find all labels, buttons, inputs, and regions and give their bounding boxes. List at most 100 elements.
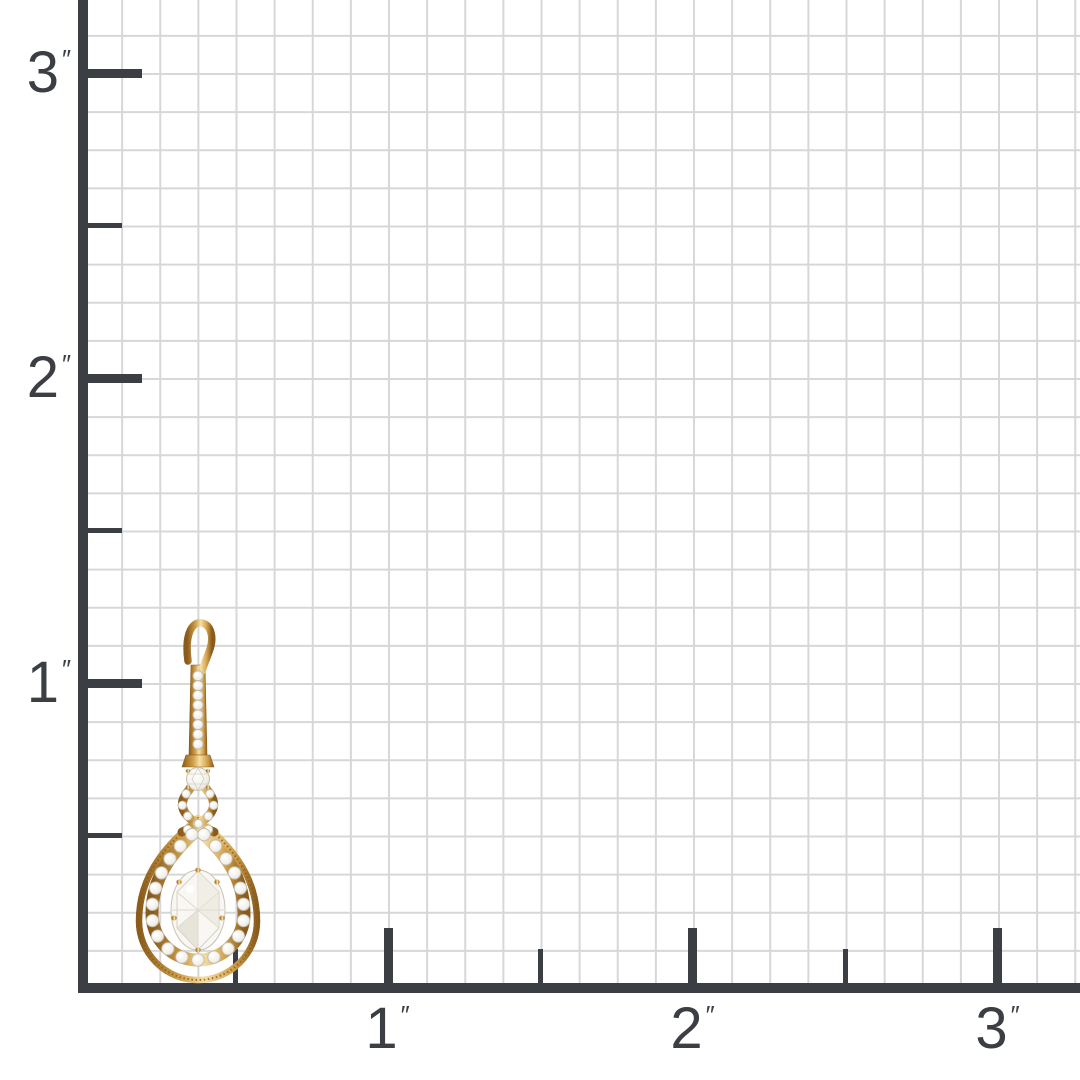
grid-lines: [83, 0, 1080, 988]
oval-gemstone: [170, 867, 226, 953]
y-half-tick-1_5in: [88, 528, 122, 533]
diamond-stone: [191, 953, 205, 967]
diamond-stone: [185, 827, 199, 842]
diamond-stone: [208, 800, 219, 811]
diamond-stone: [192, 699, 204, 711]
diamond-stone: [175, 950, 189, 964]
x-half-tick-1_5in: [538, 949, 543, 983]
diamond-stone: [145, 897, 160, 911]
inch-mark: ″: [61, 45, 72, 74]
diamond-stone: [221, 942, 235, 956]
diamond-stone: [181, 789, 191, 799]
stone-sparkle: [195, 721, 198, 725]
diamond-stone: [154, 866, 169, 880]
stone-sparkle: [185, 826, 188, 830]
diamond-stone: [197, 827, 211, 842]
stone-sparkle: [205, 813, 209, 817]
y-half-tick-0_5in: [88, 833, 122, 838]
y-major-tick-2in: [88, 374, 142, 383]
stone-sparkle: [195, 682, 198, 686]
inch-mark: ″: [61, 350, 72, 379]
stone-sparkle: [195, 672, 198, 676]
stone-sparkle: [183, 791, 187, 794]
earring-hook: [183, 619, 216, 675]
diamond-stone: [227, 866, 242, 880]
x-axis-label-1in: 1″: [365, 996, 411, 1061]
y-axis-label-3in: 3″: [26, 40, 72, 105]
stone-sparkle: [148, 916, 153, 921]
x-major-tick-1in: [384, 928, 393, 983]
diamond-stone: [161, 942, 175, 956]
stone-sparkle: [178, 953, 182, 958]
stone-sparkle: [234, 932, 239, 937]
inch-mark: ″: [400, 1001, 411, 1030]
stone-sparkle: [157, 869, 162, 873]
x-major-tick-3in: [993, 928, 1002, 983]
stone-sparkle: [153, 932, 158, 937]
diamond-stone: [192, 719, 204, 731]
stone-sparkle: [239, 900, 244, 905]
diamond-stone: [193, 819, 204, 829]
x-half-tick-2_5in: [843, 949, 848, 983]
stone-sparkle: [195, 702, 198, 706]
diamond-stone: [192, 670, 204, 682]
diamond-stone: [192, 680, 204, 692]
diamond-stone: [183, 811, 193, 821]
stone-sparkle: [164, 945, 168, 949]
diamond-stone: [219, 852, 233, 866]
stone-sparkle: [236, 884, 241, 889]
stone-sparkle: [188, 830, 192, 835]
stone-sparkle: [207, 791, 210, 794]
y-major-tick-3in: [88, 69, 142, 78]
y-axis-bar: [78, 0, 88, 993]
stone-sparkle: [230, 869, 235, 873]
diamond-stone: [205, 789, 215, 799]
diamond-stone: [233, 881, 248, 895]
stone-sparkle: [210, 953, 215, 958]
stone-sparkle: [148, 900, 153, 905]
diamond-stones: [145, 670, 251, 967]
diamond-stone: [192, 728, 204, 740]
inch-mark: ″: [1010, 1001, 1021, 1030]
diamond-stone: [236, 913, 251, 928]
stone-sparkle: [211, 842, 216, 847]
stone-sparkle: [179, 802, 183, 806]
diamond-stone: [208, 839, 223, 853]
inch-mark: ″: [61, 655, 72, 684]
stone-sparkle: [222, 855, 227, 859]
stone-sparkle: [195, 741, 198, 745]
diamond-stone: [192, 709, 204, 721]
y-axis-label-1in: 1″: [26, 650, 72, 715]
diamond-stone: [145, 913, 160, 928]
diamond-stone: [173, 839, 188, 853]
diamond-stone: [231, 929, 246, 943]
diamond-stone: [192, 689, 204, 701]
stone-sparkle: [185, 813, 188, 817]
stone-sparkle: [224, 945, 229, 949]
y-major-tick-1in: [88, 679, 142, 688]
diamond-stone: [177, 800, 188, 811]
stone-sparkle: [211, 802, 214, 806]
stone-sparkle: [166, 855, 170, 859]
diamond-stone: [236, 897, 251, 911]
gem-prongs: [171, 867, 225, 953]
diamond-stone: [207, 950, 221, 964]
product-image-earring: [135, 619, 261, 984]
stone-sparkle: [239, 916, 244, 921]
x-major-tick-2in: [688, 928, 697, 983]
teardrop-rope-frame: [135, 813, 261, 984]
x-axis-label-2in: 2″: [670, 996, 716, 1061]
stone-sparkle: [200, 830, 205, 835]
diamond-stone: [148, 881, 163, 895]
stone-sparkle: [195, 821, 199, 824]
stone-sparkle: [176, 842, 181, 847]
x-axis-bar: [78, 983, 1080, 993]
diamond-stone: [150, 929, 165, 943]
y-axis-label-2in: 2″: [26, 345, 72, 410]
diamond-stone: [163, 852, 177, 866]
y-half-tick-2_5in: [88, 223, 122, 228]
inch-mark: ″: [705, 1001, 716, 1030]
diamond-stone: [203, 811, 213, 821]
stone-sparkle: [195, 711, 198, 715]
